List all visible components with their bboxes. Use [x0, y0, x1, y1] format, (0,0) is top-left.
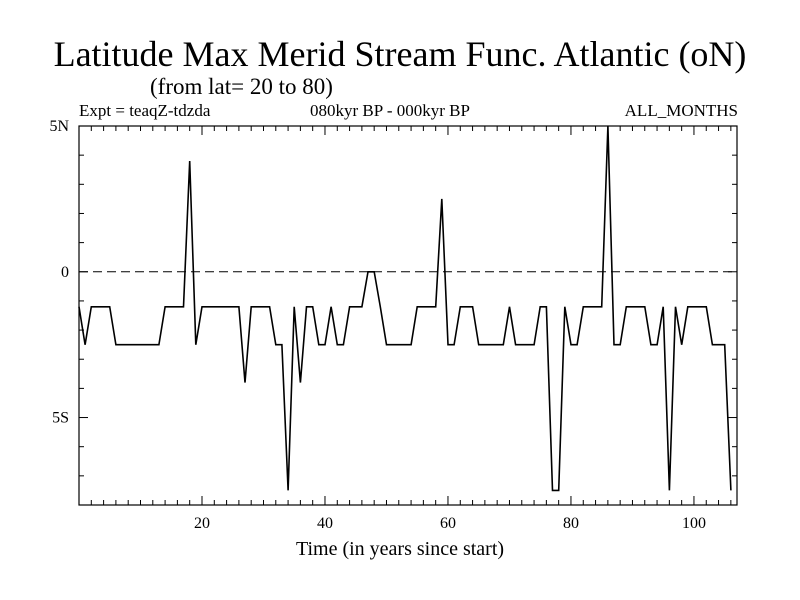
y-tick-label: 5N — [49, 118, 69, 135]
x-tick-label: 80 — [563, 515, 579, 532]
y-tick-label: 5S — [52, 410, 69, 427]
months-label: ALL_MONTHS — [624, 101, 738, 120]
x-tick-label: 20 — [194, 515, 210, 532]
experiment-label: Expt = teaqZ-tdzda — [79, 101, 211, 120]
chart-subtitle: (from lat= 20 to 80) — [150, 74, 333, 99]
period-label: 080kyr BP - 000kyr BP — [310, 101, 470, 120]
x-tick-label: 40 — [317, 515, 333, 532]
chart-title: Latitude Max Merid Stream Func. Atlantic… — [53, 34, 747, 74]
x-axis-label: Time (in years since start) — [295, 538, 505, 560]
x-tick-label: 100 — [682, 515, 706, 532]
y-tick-label: 0 — [61, 264, 69, 281]
plot-frame — [78, 125, 738, 506]
x-tick-label: 60 — [440, 515, 456, 532]
series-line-1 — [78, 125, 732, 492]
